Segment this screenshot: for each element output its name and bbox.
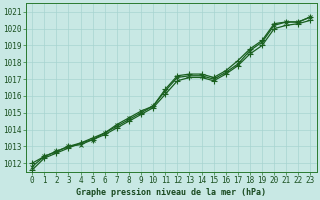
X-axis label: Graphe pression niveau de la mer (hPa): Graphe pression niveau de la mer (hPa) xyxy=(76,188,266,197)
